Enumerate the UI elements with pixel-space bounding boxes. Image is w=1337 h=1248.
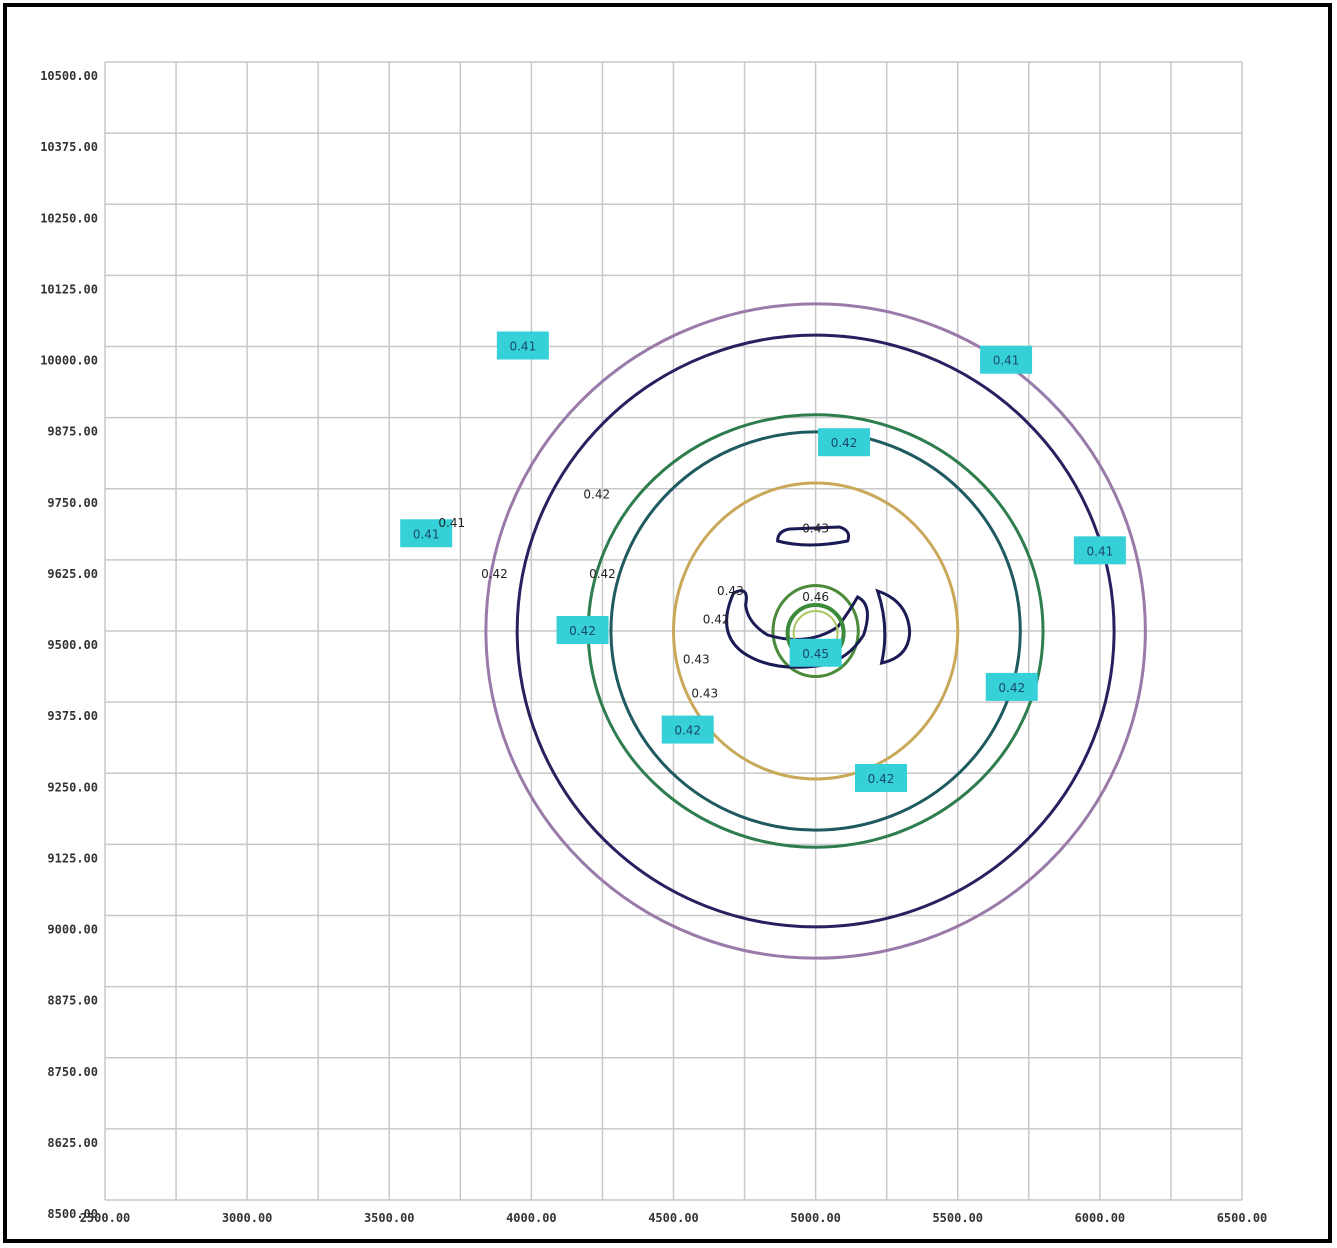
y-tick-label: 9125.00	[47, 851, 98, 865]
x-tick-label: 5000.00	[790, 1211, 841, 1225]
contour-label-box	[1073, 536, 1126, 565]
grid	[104, 61, 1243, 1201]
y-tick-label: 9250.00	[47, 780, 98, 794]
contour-label: 0.42	[481, 567, 508, 581]
x-tick-label: 4000.00	[506, 1211, 557, 1225]
contour-label: 0.41	[1087, 544, 1114, 558]
contour-label: 0.42	[868, 772, 895, 786]
contour-label-box	[818, 428, 871, 457]
y-tick-label: 8625.00	[47, 1136, 98, 1150]
contour-label: 0.43	[717, 584, 744, 598]
y-tick-label: 10500.00	[40, 69, 98, 83]
contour-label: 0.45	[802, 647, 829, 661]
contour-labels: 0.410.410.410.410.410.420.420.42 0.420.42…	[400, 331, 1126, 792]
x-tick-label: 6000.00	[1075, 1211, 1126, 1225]
contour-label: 0.43	[802, 522, 829, 536]
y-tick-label: 10375.00	[40, 140, 98, 154]
x-tick-label: 6500.00	[1217, 1211, 1268, 1225]
y-tick-label: 9500.00	[47, 638, 98, 652]
contour-label: 0.43	[683, 652, 710, 666]
contour-label-box	[556, 616, 609, 644]
y-tick-label: 9375.00	[47, 709, 98, 723]
x-tick-label: 4500.00	[648, 1211, 699, 1225]
contour-label: 0.42	[998, 681, 1025, 695]
contour-line	[771, 583, 860, 679]
contour-line	[672, 481, 960, 781]
y-axis-ticks: 10500.00 10375.00 10250.00 10125.00 10000.00…	[40, 69, 98, 1221]
contour-label: 0.42	[569, 624, 596, 638]
contour-label: 0.42	[674, 724, 701, 738]
y-tick-label: 8750.00	[47, 1065, 98, 1079]
contour-label: 0.42	[583, 487, 610, 501]
y-tick-label: 9875.00	[47, 425, 98, 439]
y-tick-label: 9625.00	[47, 567, 98, 581]
y-tick-label: 10250.00	[40, 211, 98, 225]
contour-label: 0.41	[413, 527, 440, 541]
contour-label-box	[985, 672, 1038, 701]
contour-label: 0.42	[831, 436, 858, 450]
y-tick-label: 8500.00	[47, 1207, 98, 1221]
contour-line	[875, 588, 912, 665]
y-tick-label: 9000.00	[47, 923, 98, 937]
contour-label-box	[789, 638, 842, 667]
contour-label-box	[496, 331, 549, 360]
contour-label: 0.42	[589, 567, 616, 581]
contour-line	[609, 430, 1022, 832]
contour-line	[515, 333, 1116, 929]
contour-label: 0.42	[703, 613, 730, 627]
contour-label-box	[400, 519, 453, 548]
x-axis-ticks: 2500.00 3000.00 3500.00 4000.00 4500.00 5000.…	[80, 1211, 1268, 1225]
x-tick-label: 2500.00	[80, 1211, 131, 1225]
contour-label: 0.41	[509, 340, 536, 354]
contour-label: 0.41	[438, 516, 465, 530]
y-tick-label: 8875.00	[47, 994, 98, 1008]
contour-label-box	[661, 715, 714, 744]
contour-label: 0.41	[993, 354, 1020, 368]
contour-label: 0.46	[802, 590, 829, 604]
x-tick-label: 3000.00	[222, 1211, 273, 1225]
contour-label-box	[980, 345, 1033, 374]
contour-line	[776, 525, 851, 547]
y-tick-label: 10125.00	[40, 282, 98, 296]
x-tick-label: 5500.00	[932, 1211, 983, 1225]
x-tick-label: 3500.00	[364, 1211, 415, 1225]
y-tick-label: 9750.00	[47, 496, 98, 510]
contour-label-box	[855, 763, 908, 792]
chart-frame	[3, 3, 1332, 1243]
contour-line	[484, 302, 1147, 960]
y-tick-label: 10000.00	[40, 354, 98, 368]
contour-line	[725, 589, 869, 669]
contour-label: 0.43	[691, 687, 718, 701]
